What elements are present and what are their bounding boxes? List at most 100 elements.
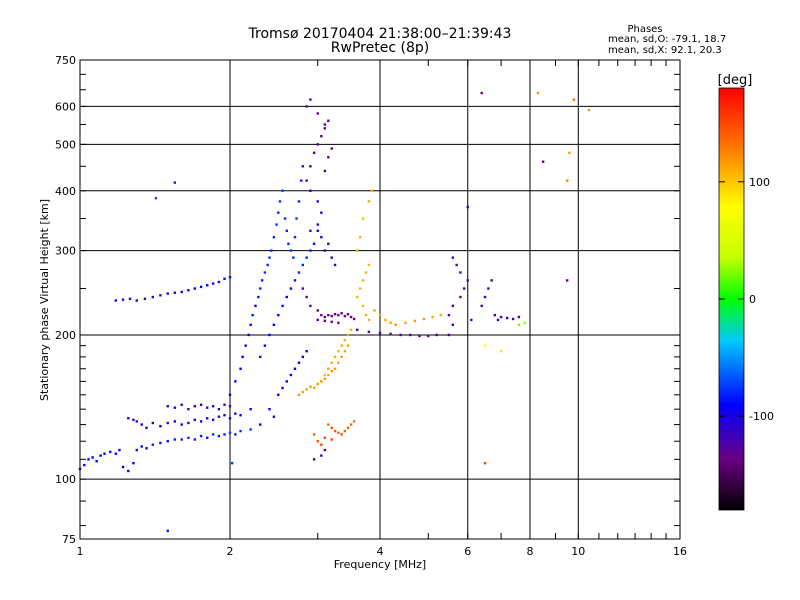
data-point	[327, 156, 330, 159]
y-tick-label: 750	[55, 54, 76, 67]
data-point	[266, 263, 269, 267]
data-point	[114, 299, 118, 302]
data-point	[145, 426, 148, 430]
data-point	[320, 235, 323, 239]
data-point	[399, 333, 402, 337]
data-point	[327, 423, 330, 426]
data-point	[103, 452, 106, 455]
data-point	[223, 433, 226, 436]
phases-heading: Phases	[627, 24, 663, 35]
data-point	[211, 433, 215, 436]
data-point	[361, 304, 365, 308]
data-point	[309, 165, 312, 168]
data-point	[289, 249, 293, 252]
data-point	[316, 200, 319, 203]
x-tick-label: 8	[527, 545, 534, 558]
data-point	[330, 320, 333, 324]
data-point	[223, 413, 226, 417]
data-point	[259, 355, 262, 359]
data-point	[309, 229, 312, 232]
data-point	[536, 91, 540, 95]
data-point	[305, 105, 308, 108]
data-point	[587, 108, 591, 112]
data-point	[312, 242, 316, 245]
data-point	[316, 440, 319, 443]
data-point	[205, 417, 209, 420]
data-point	[316, 382, 319, 386]
data-point	[309, 98, 312, 101]
data-point	[451, 323, 455, 327]
data-point	[234, 412, 237, 415]
chart-title-line2: RwPretec (8p)	[330, 40, 430, 56]
data-point	[312, 433, 316, 436]
data-point	[451, 304, 455, 308]
data-point	[268, 407, 271, 411]
data-point	[228, 276, 232, 279]
data-point	[455, 263, 458, 267]
data-point	[346, 426, 350, 430]
data-point	[327, 373, 330, 377]
x-axis-label: Frequency [MHz]	[334, 558, 426, 571]
data-point	[384, 318, 387, 322]
y-tick-label: 300	[55, 245, 76, 258]
data-point	[285, 380, 288, 383]
data-point	[295, 217, 298, 220]
phases-mean-x: mean, sd,X: 92.1, 20.3	[608, 45, 722, 56]
data-point	[483, 295, 487, 299]
data-point	[199, 420, 203, 423]
data-point	[166, 292, 169, 295]
data-point	[361, 217, 365, 220]
data-point	[127, 417, 130, 420]
data-point	[297, 361, 301, 364]
data-point	[211, 282, 215, 285]
data-point	[340, 344, 343, 347]
data-point	[323, 315, 327, 319]
data-point	[166, 440, 169, 443]
colorbar-label: [deg]	[718, 73, 753, 88]
data-point	[309, 385, 312, 388]
data-point	[135, 420, 138, 423]
data-point	[320, 134, 323, 138]
data-point	[180, 290, 183, 294]
axis-ticks: 1 2 4 6 8 10 16 75 100 200 300 400 500 600 750	[55, 54, 687, 558]
data-point	[323, 448, 327, 452]
data-point	[343, 314, 347, 318]
data-point	[572, 98, 576, 101]
data-point	[337, 313, 340, 317]
data-point	[349, 423, 353, 426]
colorbar-tick-label: 100	[749, 176, 770, 189]
data-point	[180, 403, 183, 406]
data-point	[228, 417, 232, 420]
data-point	[523, 321, 526, 325]
data-point	[166, 405, 169, 408]
data-point	[323, 169, 327, 173]
data-point	[187, 421, 190, 425]
data-point	[316, 318, 319, 322]
data-point	[272, 235, 276, 239]
data-point	[459, 271, 462, 274]
data-point	[337, 349, 340, 353]
data-point	[337, 321, 340, 325]
data-point	[114, 452, 118, 455]
data-point	[364, 271, 368, 274]
phases-mean-o: mean, sd,O: -79.1, 18.7	[608, 34, 727, 45]
data-point	[352, 317, 356, 321]
data-point	[121, 465, 125, 469]
data-point	[154, 196, 158, 200]
data-point	[281, 304, 284, 308]
data-point	[330, 438, 333, 441]
data-point	[159, 441, 162, 445]
data-point	[166, 421, 169, 425]
data-point	[173, 291, 177, 294]
data-point	[277, 393, 280, 397]
data-point	[151, 421, 155, 425]
data-point	[99, 454, 102, 457]
data-point	[496, 318, 500, 322]
data-point	[109, 450, 112, 454]
data-point	[289, 287, 293, 290]
data-point	[285, 295, 288, 299]
data-point	[91, 456, 94, 459]
data-point	[151, 443, 155, 446]
data-point	[316, 229, 319, 232]
data-point	[358, 235, 362, 239]
